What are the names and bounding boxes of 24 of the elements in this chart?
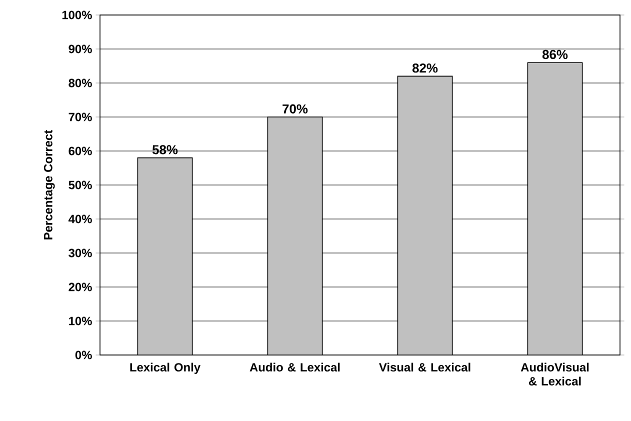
y-tick-label: 70%: [68, 112, 92, 122]
data-label: 82%: [412, 64, 438, 73]
bar: [267, 116, 323, 355]
data-label: 70%: [282, 104, 308, 114]
data-label: 86%: [542, 50, 568, 60]
y-tick-label: 90%: [68, 44, 92, 54]
x-tick-label: Lexical Only: [130, 362, 200, 374]
data-label: 58%: [152, 145, 178, 154]
y-axis-title: Percentage Correct: [44, 130, 55, 240]
x-tick-label: Audio & Lexical: [250, 362, 340, 372]
bar: [137, 157, 193, 355]
y-tick-label: 30%: [68, 248, 92, 258]
y-tick-label: 0%: [75, 350, 92, 360]
y-tick-label: 10%: [69, 316, 92, 326]
bar: [527, 62, 583, 355]
y-tick-label: 20%: [68, 282, 92, 292]
y-tick-label: 100%: [62, 10, 92, 20]
y-tick-label: 50%: [68, 180, 92, 190]
x-tick-label: Visual & Lexical: [379, 362, 470, 372]
y-tick-label: 40%: [68, 214, 92, 224]
x-tick-label: AudioVisual & Lexical: [520, 362, 589, 386]
y-tick-label: 80%: [68, 78, 92, 88]
y-tick-label: 60%: [68, 146, 92, 156]
bar: [397, 76, 453, 355]
